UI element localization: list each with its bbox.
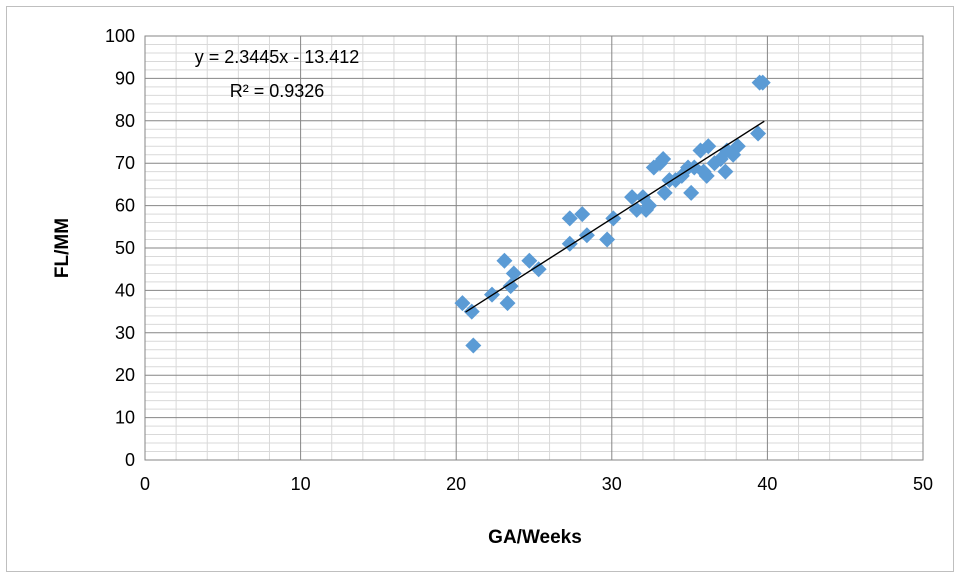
y-tick-labels: 0 10 20 30 40 50 60 70 80 90 100 [105, 26, 135, 470]
data-points [454, 74, 771, 354]
data-point [574, 206, 591, 223]
y-tick-label: 20 [115, 365, 135, 385]
data-point [624, 189, 641, 206]
y-tick-label: 70 [115, 153, 135, 173]
data-point [505, 265, 522, 282]
y-tick-label: 0 [125, 450, 135, 470]
x-tick-label: 0 [140, 474, 150, 494]
y-tick-label: 30 [115, 323, 135, 343]
data-point [656, 184, 673, 201]
data-point [754, 74, 771, 91]
data-point [683, 184, 700, 201]
data-point [700, 138, 717, 155]
data-point [521, 252, 538, 269]
data-point [561, 210, 578, 227]
data-point [641, 197, 658, 214]
x-tick-label: 10 [291, 474, 311, 494]
plot-area-border [144, 35, 924, 461]
x-tick-label: 20 [446, 474, 466, 494]
data-point [655, 150, 672, 167]
y-tick-label: 40 [115, 280, 135, 300]
data-point [530, 261, 547, 278]
data-point [465, 337, 482, 354]
data-point [499, 295, 516, 312]
y-tick-label: 80 [115, 111, 135, 131]
trendline-r-squared: R² = 0.9326 [230, 81, 325, 101]
x-tick-label: 30 [602, 474, 622, 494]
data-point [496, 252, 513, 269]
y-axis-title: FL/MM [52, 218, 73, 278]
x-axis-title: GA/Weeks [488, 527, 582, 548]
y-tick-label: 50 [115, 238, 135, 258]
data-point [454, 295, 471, 312]
data-point [599, 231, 616, 248]
y-tick-label: 10 [115, 408, 135, 428]
data-point [729, 138, 746, 155]
y-tick-label: 60 [115, 196, 135, 216]
data-point [698, 167, 715, 184]
trendline-equation: y = 2.3445x - 13.412 [195, 47, 360, 67]
x-tick-labels: 0 10 20 30 40 50 [140, 474, 933, 494]
data-point [463, 303, 480, 320]
x-tick-label: 50 [913, 474, 933, 494]
x-tick-label: 40 [757, 474, 777, 494]
y-tick-label: 100 [105, 26, 135, 46]
chart-frame [6, 6, 954, 572]
data-point [717, 163, 734, 180]
data-point [502, 278, 519, 295]
y-tick-label: 90 [115, 68, 135, 88]
data-point [750, 125, 767, 142]
trendline [465, 120, 765, 313]
